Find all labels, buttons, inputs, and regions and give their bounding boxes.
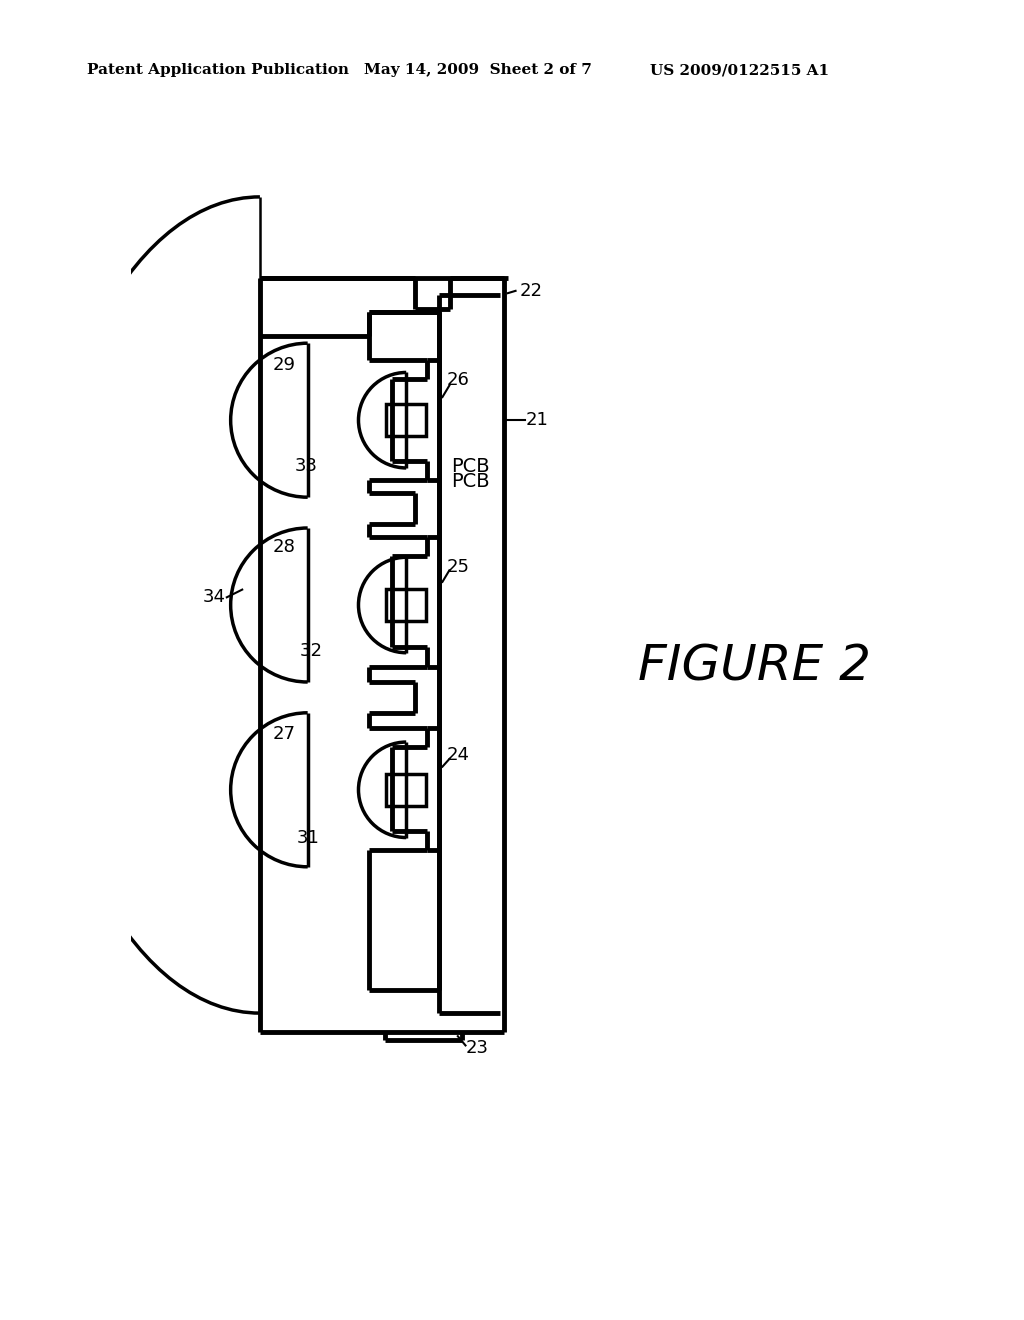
Text: 29: 29	[273, 356, 296, 374]
Bar	[386, 774, 426, 807]
Text: 33: 33	[295, 458, 317, 475]
Text: PCB: PCB	[452, 473, 490, 491]
Text: 32: 32	[300, 643, 323, 660]
Text: 23: 23	[466, 1039, 488, 1057]
Bar	[386, 404, 426, 437]
Text: 28: 28	[273, 539, 296, 556]
Text: 34: 34	[202, 589, 225, 606]
Text: 24: 24	[446, 746, 469, 764]
Text: PCB: PCB	[452, 457, 490, 477]
Bar	[386, 589, 426, 622]
Text: 21: 21	[525, 412, 549, 429]
Text: 22: 22	[519, 282, 543, 300]
Text: 31: 31	[296, 829, 319, 846]
Text: 27: 27	[273, 726, 296, 743]
Text: Patent Application Publication: Patent Application Publication	[87, 63, 349, 78]
Text: 26: 26	[446, 371, 469, 389]
Text: May 14, 2009  Sheet 2 of 7: May 14, 2009 Sheet 2 of 7	[364, 63, 592, 78]
Text: FIGURE 2: FIGURE 2	[638, 643, 870, 690]
Text: 25: 25	[446, 557, 469, 576]
Text: US 2009/0122515 A1: US 2009/0122515 A1	[650, 63, 829, 78]
